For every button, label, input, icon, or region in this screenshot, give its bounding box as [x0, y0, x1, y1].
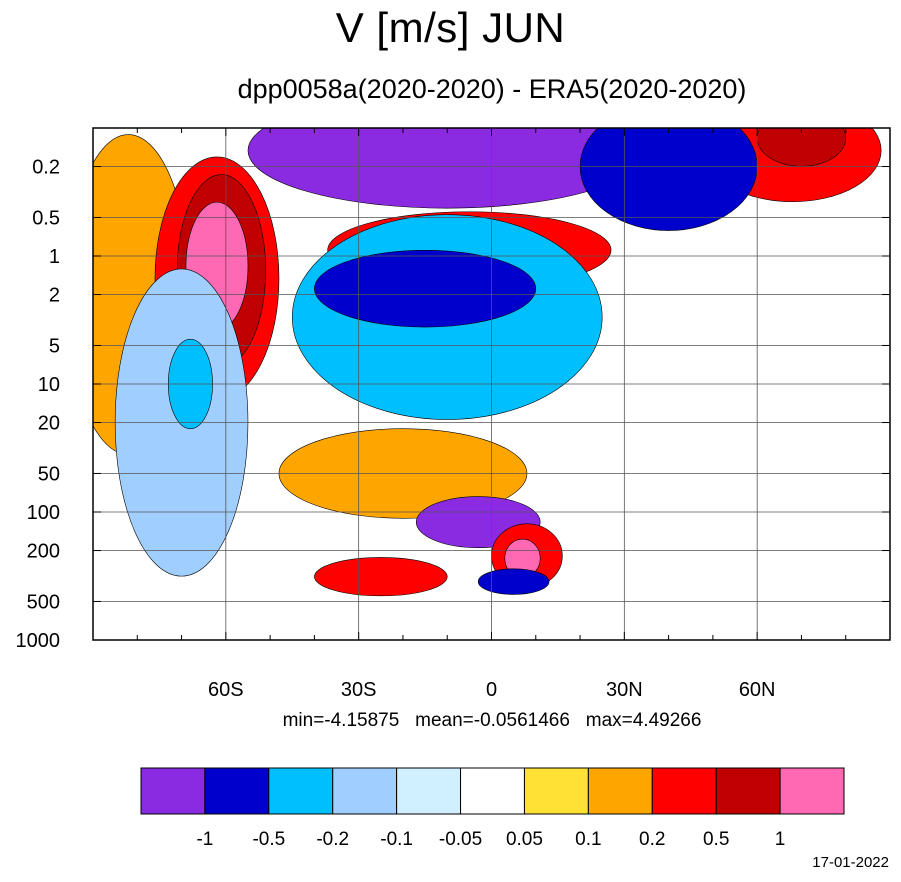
colorbar-swatch [651, 767, 717, 815]
colorbar: -1 -0.5 -0.2 -0.1 -0.05 0.05 0.1 0.2 0.5 1 [140, 767, 845, 850]
contour-region [756, 128, 847, 167]
colorbar-swatch [268, 767, 334, 815]
chart-subtitle: dpp0058a(2020-2020) - ERA5(2020-2020) [237, 74, 747, 104]
y-tick-label: 5 [49, 335, 60, 357]
colorbar-label: -0.5 [252, 829, 285, 850]
y-tick-label: 0.2 [32, 157, 60, 179]
y-axis: 0.2 0.5 1 2 5 10 20 50 100 200 500 1000 [16, 157, 890, 652]
colorbar-swatch [587, 767, 653, 815]
colorbar-swatch [715, 767, 781, 815]
x-tick-label: 30S [341, 679, 377, 701]
colorbar-swatch [204, 767, 270, 815]
colorbar-swatch [779, 767, 845, 815]
stat-min: min=-4.15875 [282, 710, 400, 731]
y-tick-label: 50 [38, 463, 60, 485]
colorbar-label: -0.1 [380, 829, 413, 850]
y-tick-label: 100 [27, 502, 60, 524]
stats-line: min=-4.15875 mean=-0.0561466 max=4.49266 [0, 710, 901, 732]
y-tick-label: 20 [38, 413, 60, 435]
x-tick-label: 60S [208, 679, 244, 701]
contour-region [314, 249, 537, 328]
y-tick-label: 1000 [16, 630, 61, 652]
plot-date: 17-01-2022 [812, 854, 889, 871]
y-tick-label: 200 [27, 541, 60, 563]
x-axis: 60S 30S 0 30N 60N [136, 128, 847, 701]
x-tick-label: 60N [739, 679, 776, 701]
colorbar-swatch [460, 767, 525, 815]
x-tick-label: 30N [606, 679, 643, 701]
colorbar-label: 0.05 [506, 829, 543, 850]
colorbar-label: 0.1 [575, 829, 601, 850]
y-tick-label: 500 [27, 591, 60, 613]
y-tick-label: 2 [49, 285, 60, 307]
y-tick-label: 10 [38, 374, 60, 396]
chart-title: V [m/s] JUN [335, 4, 566, 51]
colorbar-label: 0.5 [703, 829, 729, 850]
colorbar-swatch [396, 767, 462, 815]
contour-region [477, 568, 550, 595]
colorbar-label: -0.2 [316, 829, 349, 850]
y-tick-label: 0.5 [32, 207, 60, 229]
contour-region [314, 557, 448, 597]
colorbar-swatch [523, 767, 589, 815]
x-tick-label: 0 [486, 679, 497, 701]
colorbar-swatch [140, 767, 206, 815]
colorbar-label: 1 [775, 829, 786, 850]
contour-field [93, 128, 890, 640]
colorbar-label: -0.05 [439, 829, 482, 850]
colorbar-label: -1 [196, 829, 213, 850]
colorbar-label: 0.2 [639, 829, 665, 850]
grid-lines [93, 128, 890, 641]
stat-max: max=4.49266 [585, 710, 702, 731]
stat-mean: mean=-0.0561466 [415, 710, 570, 731]
colorbar-swatch [332, 767, 398, 815]
y-tick-label: 1 [49, 246, 60, 268]
